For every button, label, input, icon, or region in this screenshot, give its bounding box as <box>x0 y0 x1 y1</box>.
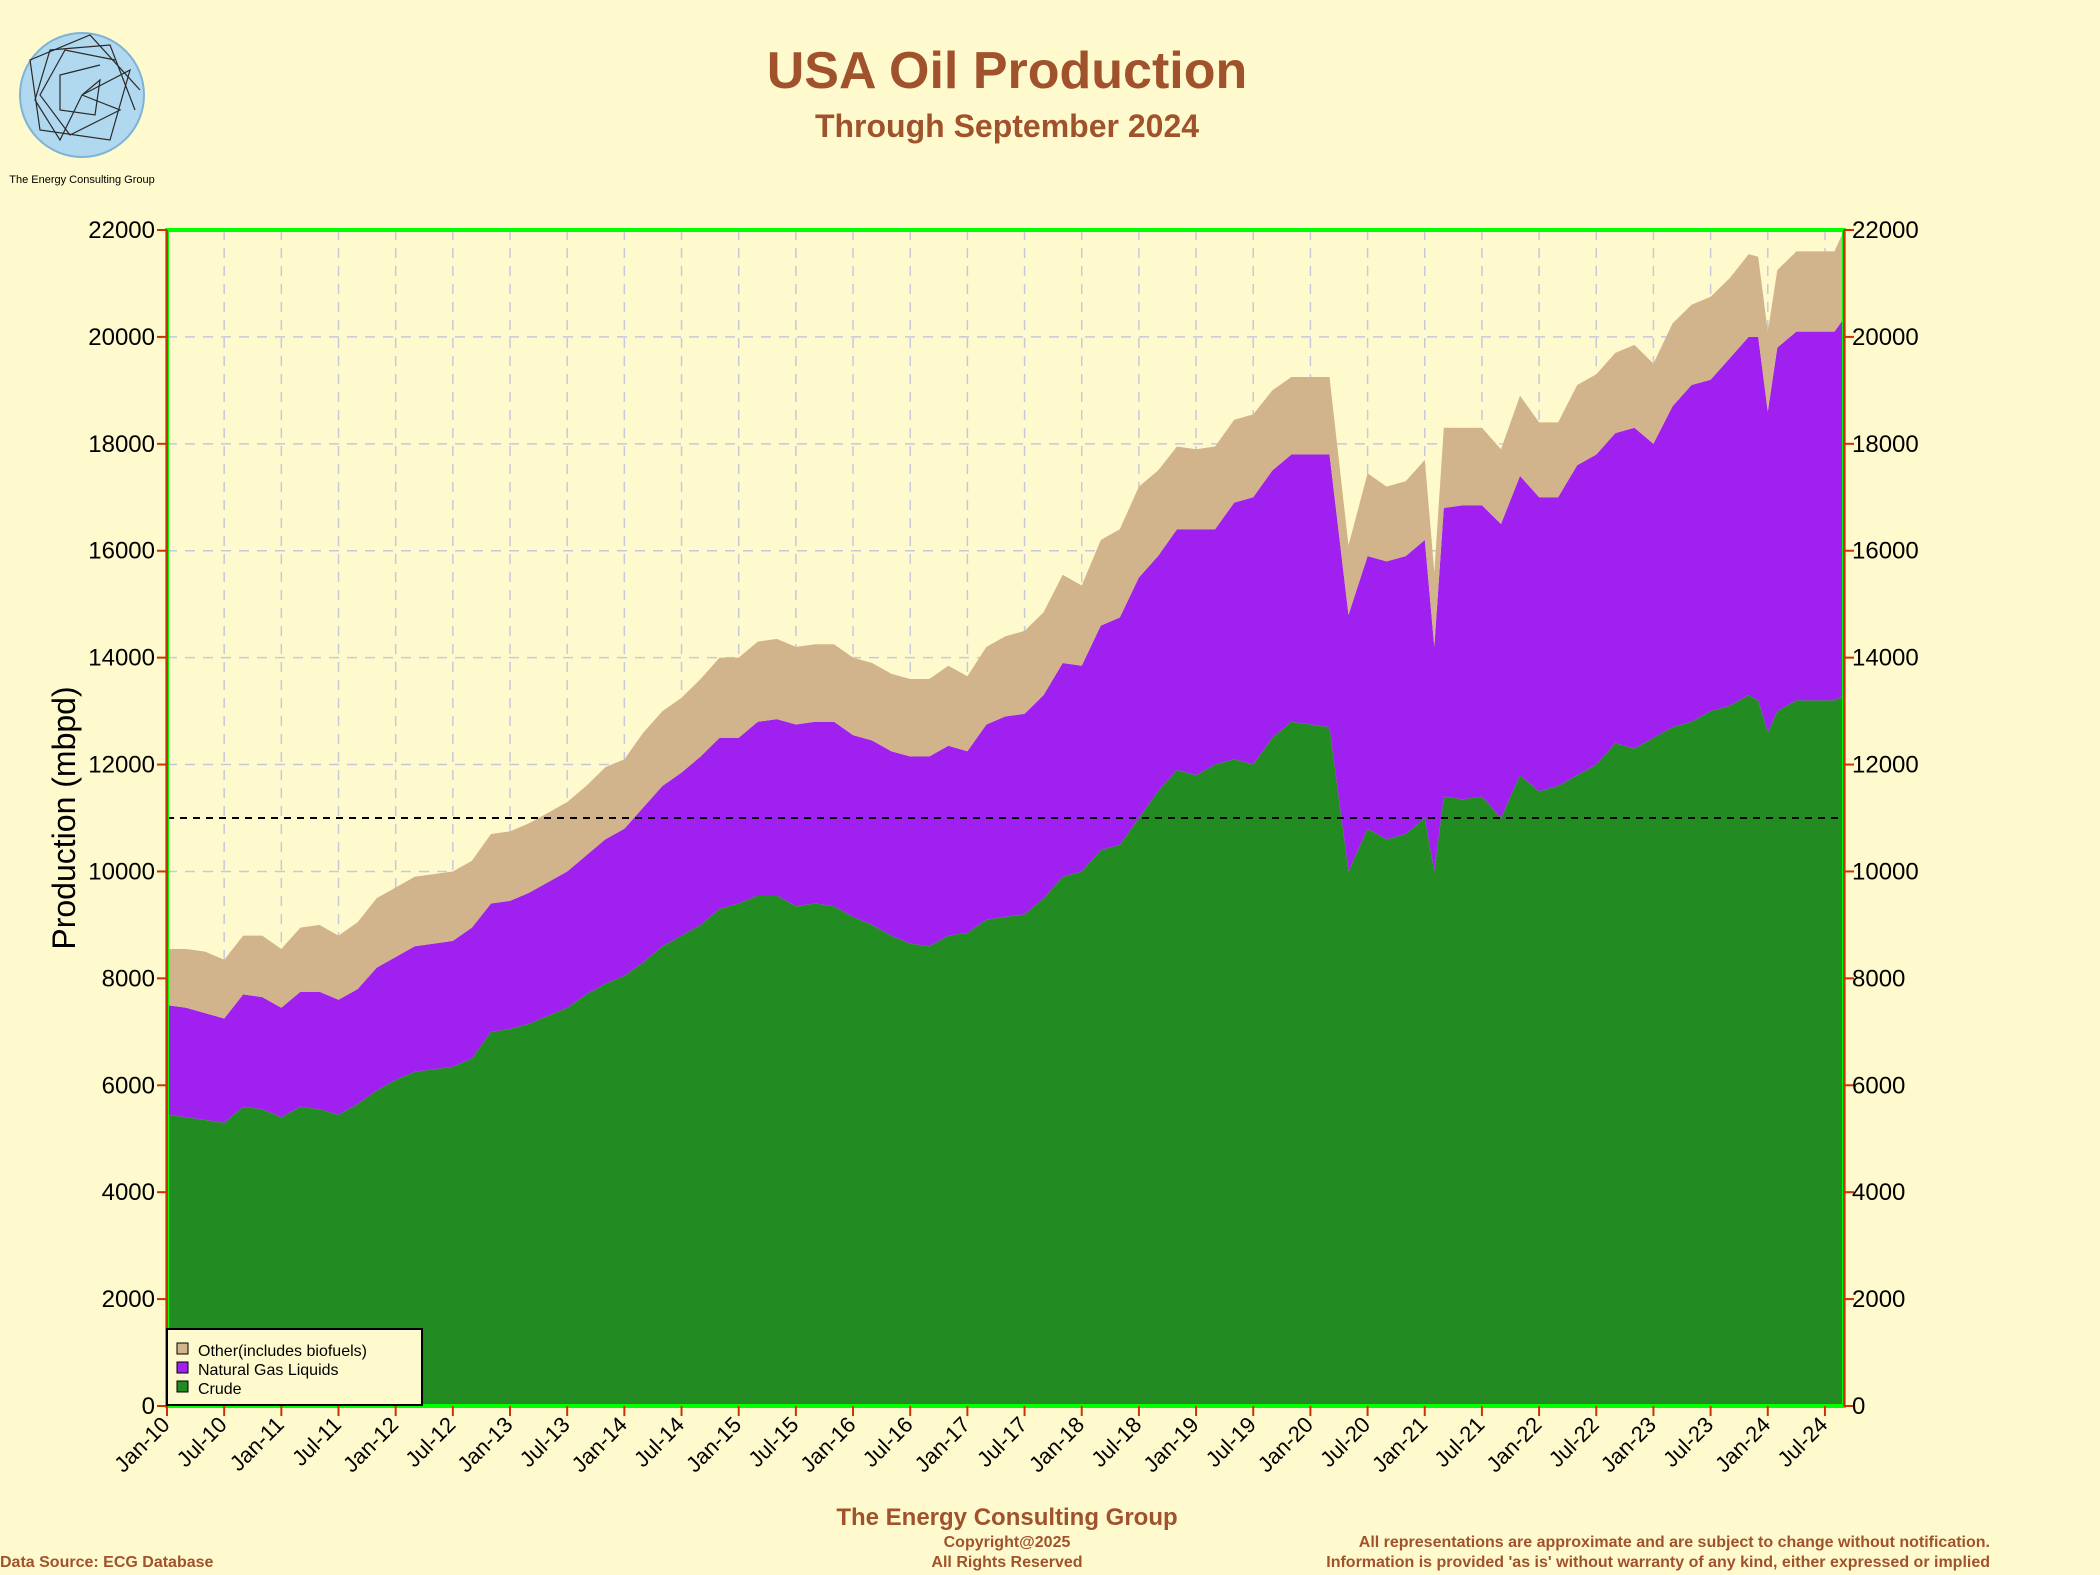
x-tick-label: Jan-15 <box>681 1412 746 1477</box>
y-tick-label-left: 16000 <box>88 538 155 565</box>
legend-label-other: Other(includes biofuels) <box>198 1343 367 1360</box>
x-axis: Jan-10Jul-10Jan-11Jul-11Jan-12Jul-12Jan-… <box>109 1406 1832 1477</box>
x-tick-label: Jan-18 <box>1024 1412 1089 1477</box>
footer-company: The Energy Consulting Group <box>836 1504 1177 1531</box>
x-tick-label: Jan-21 <box>1367 1412 1432 1477</box>
plot-area <box>165 228 1846 1408</box>
y-tick-label-left: 2000 <box>102 1286 155 1313</box>
x-tick-label: Jan-11 <box>225 1412 289 1476</box>
y-tick-label-right: 12000 <box>1852 752 1919 779</box>
area-series-ngl <box>167 318 1844 1123</box>
x-tick-label: Jul-15 <box>743 1412 803 1472</box>
y-tick-label-right: 6000 <box>1852 1072 1905 1099</box>
x-tick-label: Jan-13 <box>452 1412 517 1477</box>
x-tick-label: Jan-24 <box>1710 1412 1775 1477</box>
footer-source: Data Source: ECG Database <box>0 1554 214 1571</box>
legend-swatch-crude <box>176 1380 189 1393</box>
x-tick-label: Jul-11 <box>287 1412 346 1471</box>
logo: The Energy Consulting Group <box>9 32 155 186</box>
legend-box <box>166 1328 423 1406</box>
legend: Other(includes biofuels) Natural Gas Liq… <box>166 1328 423 1406</box>
legend-label-crude: Crude <box>198 1381 242 1398</box>
logo-text: The Energy Consulting Group <box>9 174 155 186</box>
y-tick-label-right: 18000 <box>1852 431 1919 458</box>
x-tick-label: Jul-17 <box>972 1412 1032 1472</box>
footer-rights: All Rights Reserved <box>931 1554 1082 1571</box>
y-tick-label-right: 4000 <box>1852 1179 1905 1206</box>
legend-label-ngl: Natural Gas Liquids <box>198 1362 339 1379</box>
y-tick-label-right: 10000 <box>1852 858 1919 885</box>
x-tick-label: Jul-19 <box>1201 1412 1261 1472</box>
y-tick-label-left: 4000 <box>102 1179 155 1206</box>
logo-spiral-icon <box>29 34 141 142</box>
y-tick-label-left: 18000 <box>88 431 155 458</box>
stacked-areas <box>167 230 1844 1406</box>
y-tick-label-right: 8000 <box>1852 965 1905 992</box>
y-tick-label-right: 2000 <box>1852 1286 1905 1313</box>
chart-title: USA Oil Production <box>767 42 1248 100</box>
x-tick-label: Jul-10 <box>172 1412 232 1472</box>
y-tick-label-left: 12000 <box>88 752 155 779</box>
x-tick-label: Jan-20 <box>1253 1412 1318 1477</box>
y-axis-left: 0 2000 4000 6000 8000 10000 12000 14000 16000 180… <box>88 217 167 1420</box>
x-tick-label: Jul-20 <box>1315 1412 1375 1472</box>
y-tick-label-left: 0 <box>142 1393 155 1420</box>
x-tick-label: Jan-23 <box>1596 1412 1661 1477</box>
y-tick-label-left: 22000 <box>88 217 155 244</box>
x-tick-label: Jan-17 <box>910 1412 975 1477</box>
y-axis-right: 0 2000 4000 6000 8000 10000 12000 14000 16000 180… <box>1844 217 1919 1420</box>
y-tick-label-right: 20000 <box>1852 324 1919 351</box>
y-tick-label-right: 0 <box>1852 1393 1865 1420</box>
x-tick-label: Jan-12 <box>338 1412 403 1477</box>
legend-swatch-other <box>176 1342 189 1355</box>
x-tick-label: Jan-19 <box>1138 1412 1203 1477</box>
y-tick-label-right: 22000 <box>1852 217 1919 244</box>
x-tick-label: Jul-14 <box>629 1412 689 1472</box>
y-tick-label-left: 10000 <box>88 858 155 885</box>
x-tick-label: Jul-16 <box>858 1412 918 1472</box>
y-tick-label-left: 6000 <box>102 1072 155 1099</box>
y-tick-label-left: 20000 <box>88 324 155 351</box>
footer-disclaimer-1: All representations are approximate and … <box>1359 1534 1990 1551</box>
area-series-crude <box>167 695 1844 1406</box>
y-tick-label-right: 14000 <box>1852 645 1919 672</box>
x-tick-label: Jul-18 <box>1086 1412 1146 1472</box>
x-tick-label: Jan-14 <box>567 1412 632 1477</box>
y-tick-label-left: 8000 <box>102 965 155 992</box>
x-tick-label: Jul-21 <box>1429 1412 1489 1472</box>
x-tick-label: Jan-22 <box>1481 1412 1546 1477</box>
x-tick-label: Jan-16 <box>795 1412 860 1477</box>
y-tick-label-left: 14000 <box>88 645 155 672</box>
x-tick-label: Jul-13 <box>515 1412 575 1472</box>
x-tick-label: Jul-23 <box>1658 1412 1718 1472</box>
x-tick-label: Jul-12 <box>400 1412 460 1472</box>
area-series-other <box>167 230 1844 1019</box>
y-tick-label-right: 16000 <box>1852 538 1919 565</box>
chart-subtitle: Through September 2024 <box>815 108 1199 144</box>
x-tick-label: Jan-10 <box>109 1412 174 1477</box>
y-axis-label: Production (mbpd) <box>46 686 82 949</box>
legend-swatch-ngl <box>176 1361 189 1374</box>
footer-disclaimer-2: Information is provided 'as is' without … <box>1326 1554 1990 1571</box>
x-tick-label: Jul-24 <box>1772 1412 1832 1472</box>
footer-copyright: Copyright@2025 <box>944 1534 1071 1551</box>
x-tick-label: Jul-22 <box>1544 1412 1604 1472</box>
